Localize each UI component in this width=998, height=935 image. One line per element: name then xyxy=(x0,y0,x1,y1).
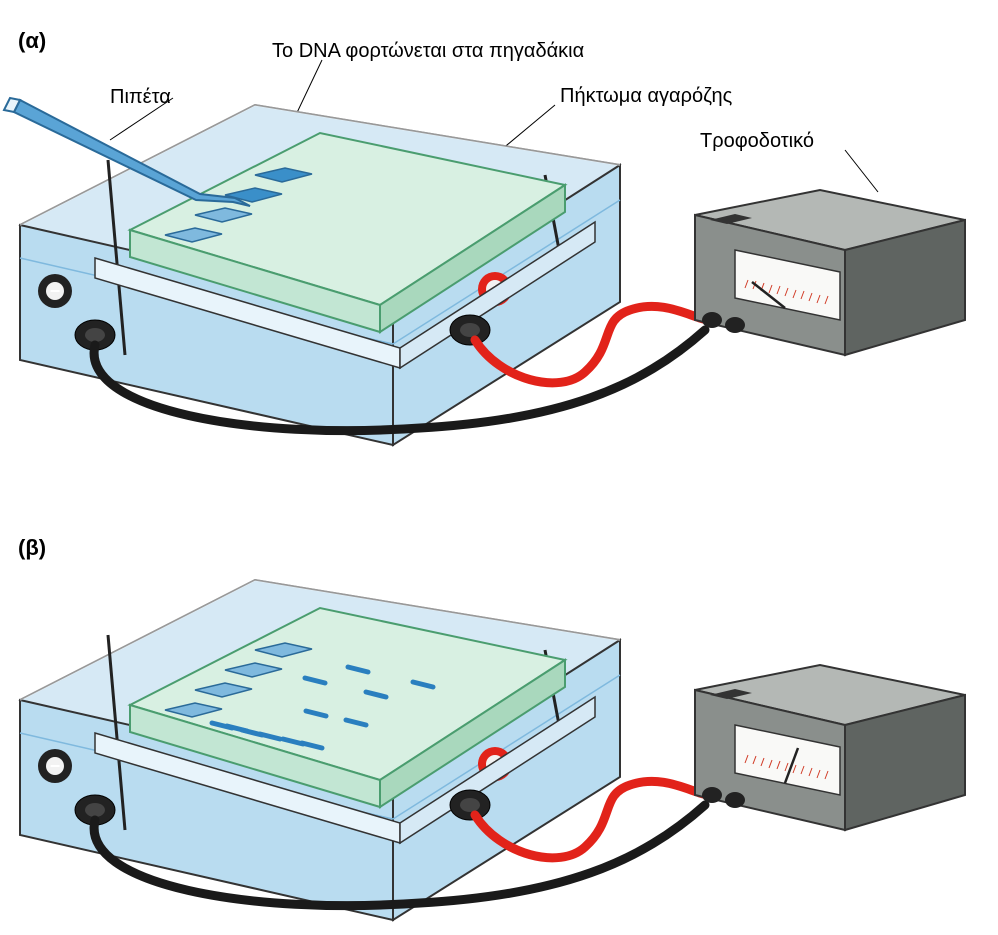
panel-b: (β) − + xyxy=(0,475,998,935)
svg-text:−: − xyxy=(50,281,61,301)
svg-text:−: − xyxy=(50,756,61,776)
panel-a: (α) Πιπέτα Το DNA φορτώνεται στα πηγαδάκ… xyxy=(0,0,998,460)
panel-b-diagram: − + xyxy=(0,475,998,935)
panel-a-diagram: − + xyxy=(0,0,998,460)
